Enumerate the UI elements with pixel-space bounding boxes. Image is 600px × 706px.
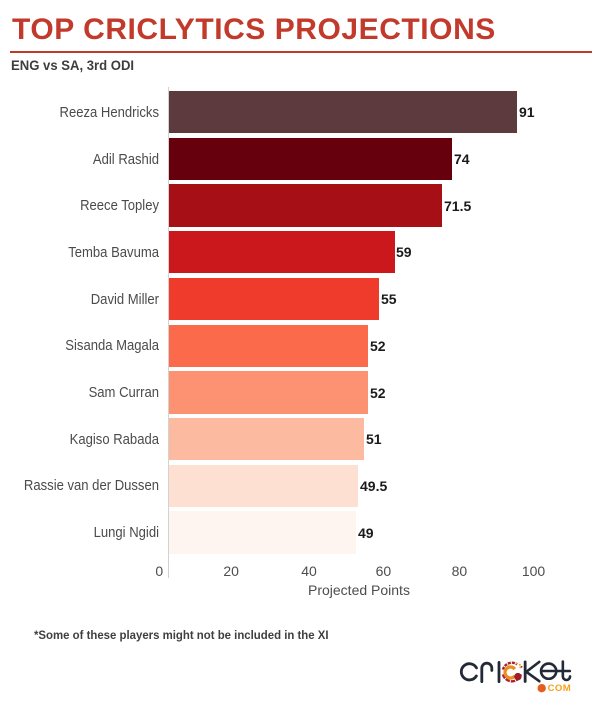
svg-text:COM: COM bbox=[548, 683, 572, 694]
